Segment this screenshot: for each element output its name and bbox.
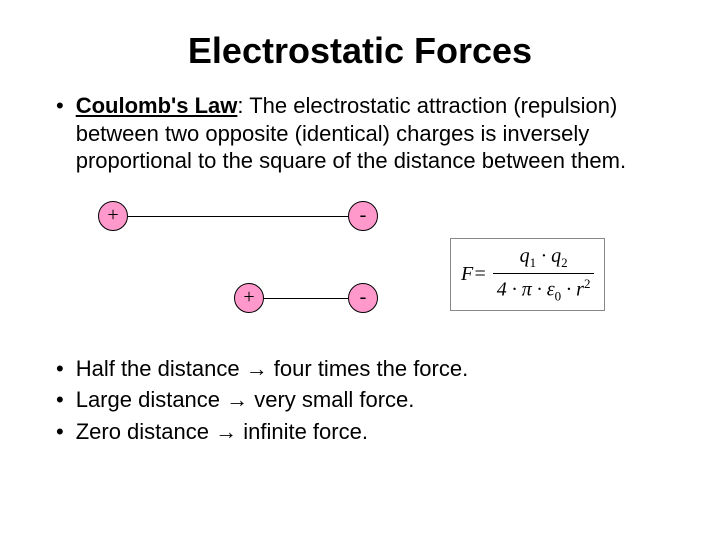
bullet-text: Large distance → very small force. xyxy=(76,386,415,414)
bullet-zero: • Zero distance → infinite force. xyxy=(50,418,670,446)
den-4: 4 · xyxy=(497,278,522,300)
formula-eq: = xyxy=(473,263,487,286)
formula-lhs: F xyxy=(461,263,473,286)
formula-fraction: q1 · q2 4 · π · ε0 · r2 xyxy=(493,245,595,305)
bullet-large: • Large distance → very small force. xyxy=(50,386,670,414)
num-s2: 2 xyxy=(561,255,568,270)
bullet-text: Coulomb's Law: The electrostatic attract… xyxy=(76,92,670,175)
bullet-dot: • xyxy=(56,418,64,446)
fraction-bar xyxy=(493,273,595,274)
bullet-dot: • xyxy=(56,386,64,414)
den-r-sup: 2 xyxy=(584,276,591,291)
bullet-coulomb: • Coulomb's Law: The electrostatic attra… xyxy=(50,92,670,175)
line-row1 xyxy=(128,216,348,217)
bullet-text: Half the distance → four times the force… xyxy=(76,355,469,383)
den-dot2: · xyxy=(532,278,547,300)
diagram-area: + - + - F = q1 · q2 4 · π · ε0 · r2 xyxy=(50,193,670,343)
charge-minus-row1: - xyxy=(348,201,378,231)
bullet-text: Zero distance → infinite force. xyxy=(76,418,368,446)
bullet-dot: • xyxy=(56,355,64,383)
charge-plus-row1: + xyxy=(98,201,128,231)
formula-numerator: q1 · q2 xyxy=(516,245,572,271)
den-eps: ε xyxy=(547,278,555,300)
bullet-half: • Half the distance → four times the for… xyxy=(50,355,670,383)
coulomb-formula: F = q1 · q2 4 · π · ε0 · r2 xyxy=(450,238,605,312)
slide-title: Electrostatic Forces xyxy=(50,30,670,72)
den-r: r xyxy=(576,278,584,300)
bullet-dot: • xyxy=(56,92,64,120)
law-name: Coulomb's Law xyxy=(76,93,238,118)
den-dot3: · xyxy=(561,278,576,300)
charge-minus-row2: - xyxy=(348,283,378,313)
charge-plus-row2: + xyxy=(234,283,264,313)
num-q1: q xyxy=(520,245,530,267)
num-dot: · xyxy=(536,245,551,267)
num-q2: q xyxy=(551,245,561,267)
line-row2 xyxy=(264,298,348,299)
formula-denominator: 4 · π · ε0 · r2 xyxy=(493,276,595,305)
den-pi: π xyxy=(522,278,532,300)
